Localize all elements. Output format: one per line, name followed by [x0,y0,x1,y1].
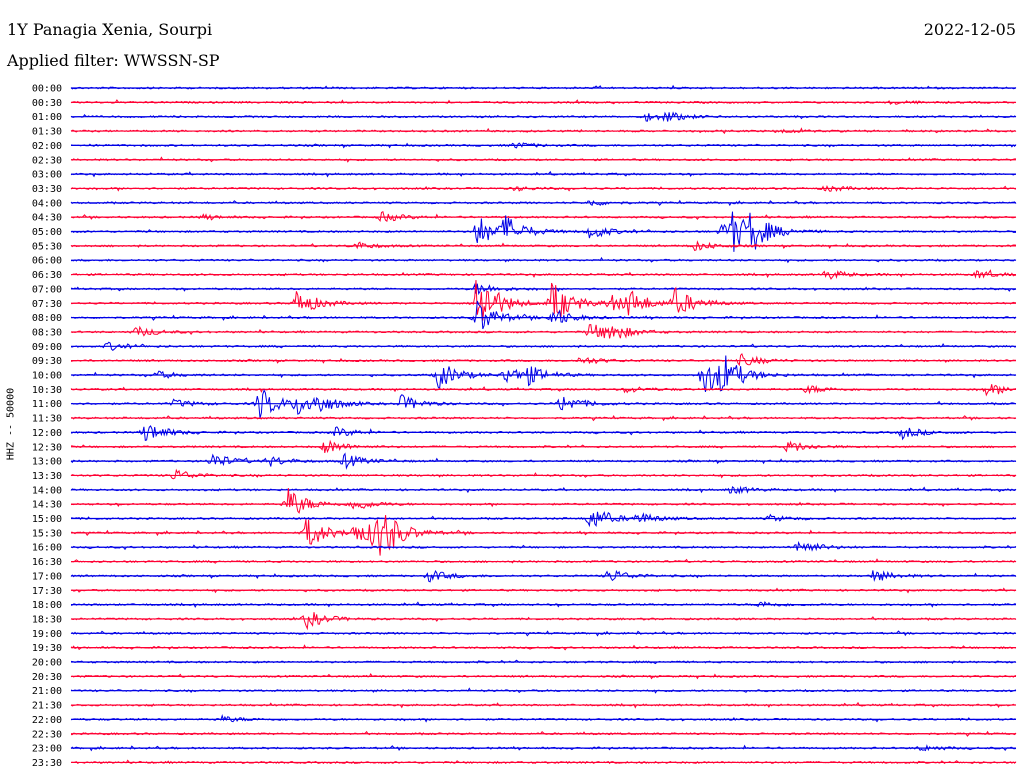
time-tick-label: 23:00 [32,744,62,755]
time-tick-label: 21:30 [32,701,62,712]
time-tick-label: 20:00 [32,658,62,669]
time-tick-label: 10:30 [32,385,62,396]
trace-1430 [70,488,1017,514]
trace-0730 [71,280,1017,321]
time-tick-label: 15:00 [32,514,62,525]
trace-1600 [70,540,1017,552]
time-tick-label: 16:30 [32,557,62,568]
time-tick-label: 06:30 [32,270,62,281]
station-title: 1Y Panagia Xenia, Sourpi [7,20,213,39]
trace-1530 [71,515,1017,556]
time-tick-label: 19:30 [32,643,62,654]
time-tick-label: 14:00 [32,485,62,496]
time-tick-label: 02:30 [32,155,62,166]
time-tick-label: 21:00 [32,686,62,697]
time-tick-label: 17:00 [32,571,62,582]
time-tick-label: 20:30 [32,672,62,683]
time-tick-label: 19:00 [32,629,62,640]
time-tick-label: 14:30 [32,500,62,511]
trace-0930 [70,352,1016,367]
time-tick-label: 11:30 [32,414,62,425]
time-tick-label: 18:30 [32,614,62,625]
time-tick-label: 05:30 [32,241,62,252]
time-tick-label: 23:30 [32,758,62,769]
time-tick-label: 01:30 [32,127,62,138]
trace-0430 [70,210,1017,223]
time-tick-label: 04:30 [32,213,62,224]
time-tick-label: 11:00 [32,399,62,410]
time-tick-label: 22:30 [32,729,62,740]
time-tick-label: 05:00 [32,227,62,238]
time-tick-label: 12:30 [32,442,62,453]
time-tick-label: 00:30 [32,98,62,109]
time-tick-label: 17:30 [32,586,62,597]
date-label: 2022-12-05 [923,20,1016,39]
time-tick-label: 22:00 [32,715,62,726]
time-tick-label: 07:30 [32,299,62,310]
trace-0800 [70,300,1017,330]
time-tick-label: 03:00 [32,170,62,181]
time-tick-label: 03:30 [32,184,62,195]
filter-label: Applied filter: WWSSN-SP [7,51,220,70]
time-tick-label: 09:30 [32,356,62,367]
trace-1200 [70,425,1017,442]
time-tick-label: 06:00 [32,256,62,267]
time-tick-label: 07:00 [32,284,62,295]
time-tick-label: 16:00 [32,543,62,554]
time-tick-label: 13:00 [32,457,62,468]
time-tick-label: 04:00 [32,198,62,209]
trace-1330 [70,468,1017,480]
time-tick-label: 12:00 [32,428,62,439]
trace-2200 [70,714,1017,723]
trace-1830 [70,612,1017,631]
time-tick-label: 18:00 [32,600,62,611]
time-tick-label: 02:00 [32,141,62,152]
time-tick-label: 08:00 [32,313,62,324]
time-tick-label: 13:30 [32,471,62,482]
time-tick-label: 10:00 [32,371,62,382]
time-tick-label: 09:00 [32,342,62,353]
time-tick-label: 15:30 [32,528,62,539]
time-tick-label: 01:00 [32,112,62,123]
time-tick-label: 00:00 [32,84,62,95]
time-tick-label: 08:30 [32,327,62,338]
